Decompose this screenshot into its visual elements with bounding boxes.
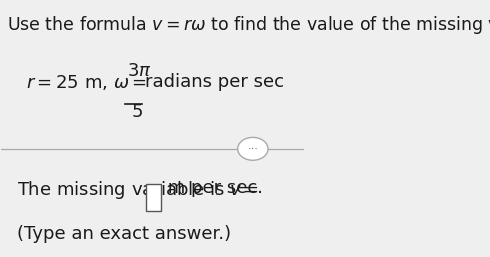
Text: radians per sec: radians per sec: [145, 72, 284, 90]
Ellipse shape: [238, 137, 268, 160]
Text: The missing variable is $v = $: The missing variable is $v = $: [17, 179, 258, 201]
Text: $3\pi$: $3\pi$: [127, 62, 151, 80]
Text: $r = 25$ m, $\omega = $: $r = 25$ m, $\omega = $: [25, 72, 147, 91]
Text: ···: ···: [247, 144, 258, 154]
Text: (Type an exact answer.): (Type an exact answer.): [17, 225, 231, 243]
FancyBboxPatch shape: [146, 185, 161, 211]
Text: Use the formula $v = r\omega$ to find the value of the missing variable.: Use the formula $v = r\omega$ to find th…: [7, 14, 490, 36]
Text: $5$: $5$: [131, 103, 143, 121]
Text: m per sec.: m per sec.: [162, 179, 263, 197]
